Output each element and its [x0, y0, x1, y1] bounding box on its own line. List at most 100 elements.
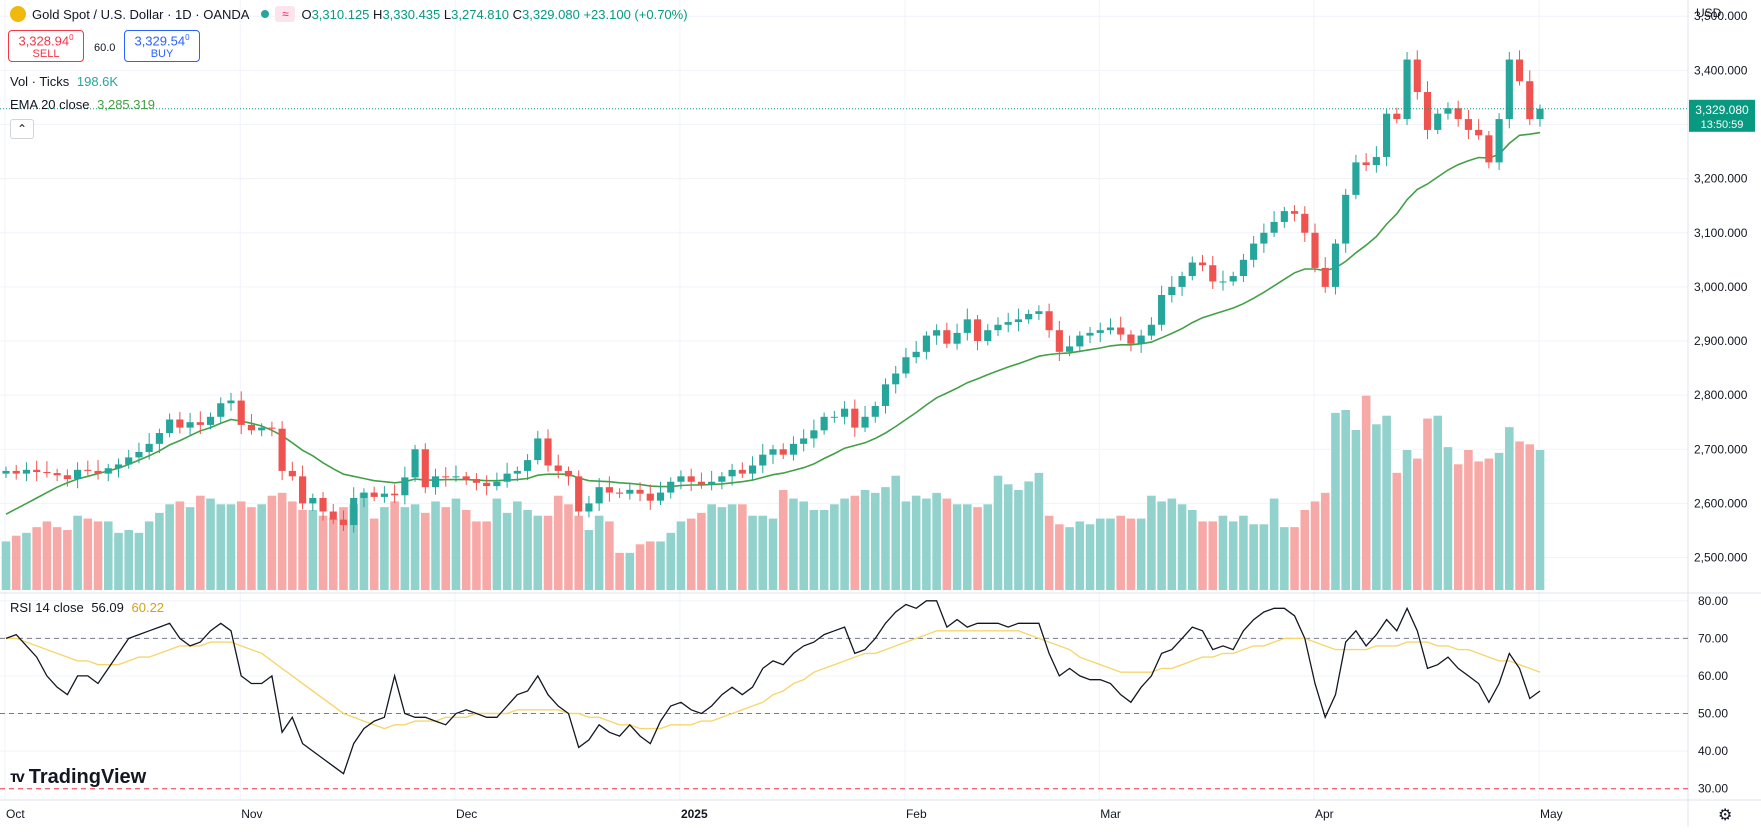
volume-bar	[155, 512, 164, 590]
candle-body	[1270, 221, 1278, 233]
candle-body	[902, 357, 910, 374]
candle-body	[585, 503, 593, 512]
volume-bar	[1351, 430, 1361, 590]
rsi-legend[interactable]: RSI 14 close 56.09 60.22	[10, 600, 165, 615]
candle-body	[789, 443, 798, 455]
candle-body	[1434, 113, 1442, 130]
rsi-axis-label: 40.00	[1698, 744, 1728, 758]
candle-body	[1250, 243, 1258, 260]
volume-bar	[461, 510, 471, 590]
candle-body	[861, 416, 869, 428]
candle-body	[288, 470, 296, 477]
candle-body	[472, 479, 481, 483]
candle-body	[656, 492, 665, 501]
candle-body	[33, 469, 41, 472]
volume-bar	[1310, 501, 1320, 590]
candle-body	[145, 443, 153, 452]
volume-bar	[1024, 481, 1033, 590]
volume-bar	[1433, 415, 1443, 590]
volume-bar	[656, 541, 665, 590]
buy-button[interactable]: 3,329.540 BUY	[124, 30, 200, 62]
candle-body	[687, 476, 695, 482]
candle-body	[1178, 276, 1186, 287]
candle-body	[22, 469, 31, 474]
volume-bar	[993, 475, 1003, 590]
candle-body	[1168, 286, 1176, 295]
volume-bar	[349, 504, 359, 590]
volume-bar	[983, 504, 993, 590]
volume-legend[interactable]: Vol · Ticks 198.6K	[10, 74, 119, 89]
price-axis-label: 3,200.000	[1694, 172, 1748, 186]
candle-body	[1096, 330, 1104, 333]
candle-body	[237, 400, 245, 425]
time-axis-label: 2025	[681, 807, 708, 821]
volume-bar	[707, 504, 716, 590]
candle-body	[298, 476, 307, 504]
candle-body	[1413, 59, 1421, 93]
volume-bar	[83, 518, 93, 590]
volume-bar	[594, 515, 604, 590]
candle-body	[933, 330, 941, 336]
candle-body	[1147, 324, 1155, 336]
ema-legend[interactable]: EMA 20 close 3,285.319	[10, 97, 155, 112]
volume-bar	[441, 507, 451, 590]
candle-body	[247, 424, 256, 431]
volume-bar	[697, 512, 706, 590]
volume-bar	[1239, 515, 1248, 590]
price-axis-label: 3,100.000	[1694, 226, 1748, 240]
candle-body	[595, 487, 603, 504]
settings-icon[interactable]: ⚙	[1718, 807, 1733, 824]
volume-bar	[1198, 521, 1207, 590]
candle-body	[431, 476, 440, 488]
candle-body	[258, 427, 266, 431]
candle-body	[350, 497, 358, 526]
volume-bar	[124, 530, 134, 590]
volume-bar	[308, 510, 318, 590]
volume-bar	[1474, 461, 1483, 590]
candle-body	[2, 470, 10, 474]
volume-bar	[1014, 490, 1023, 590]
candle-body	[1464, 119, 1472, 130]
time-axis-label: Dec	[456, 807, 477, 821]
candle-body	[544, 438, 552, 466]
candle-body	[1035, 311, 1043, 314]
volume-bar	[635, 544, 645, 590]
volume-bar	[727, 504, 737, 590]
candle-body	[84, 469, 92, 471]
volume-bar	[1341, 410, 1350, 590]
volume-bar	[1320, 492, 1330, 590]
candle-body	[135, 451, 143, 458]
volume-bar	[114, 532, 123, 590]
candle-body	[1280, 211, 1288, 222]
sell-button[interactable]: 3,328.940 SELL	[8, 30, 84, 62]
volume-bar	[1003, 484, 1013, 590]
volume-bar	[1055, 524, 1064, 590]
volume-bar	[380, 507, 389, 590]
currency-label[interactable]: USD	[1696, 6, 1722, 20]
volume-bar	[502, 512, 512, 590]
candle-body	[943, 330, 951, 344]
collapse-legend-button[interactable]: ⌃	[10, 119, 34, 139]
candle-body	[1065, 346, 1074, 352]
volume-bar	[1505, 427, 1514, 590]
volume-bar	[277, 492, 287, 590]
candle-body	[319, 497, 327, 512]
candle-body	[523, 460, 532, 471]
candle-body	[738, 469, 746, 474]
volume-bar	[1085, 524, 1095, 590]
time-axis-label: Oct	[6, 807, 25, 821]
candle-body	[922, 335, 930, 352]
candle-body	[1025, 313, 1033, 320]
candle-body	[912, 351, 920, 358]
symbol-title[interactable]: Gold Spot / U.S. Dollar · 1D · OANDA	[32, 6, 250, 22]
candle-body	[1311, 232, 1319, 268]
volume-bar	[564, 504, 573, 590]
volume-bar	[973, 507, 982, 590]
volume-bar	[922, 498, 931, 590]
volume-bar	[1412, 458, 1422, 590]
candle-body	[401, 477, 409, 496]
wave-icon[interactable]: ≈	[275, 6, 296, 22]
candle-body	[953, 332, 961, 344]
